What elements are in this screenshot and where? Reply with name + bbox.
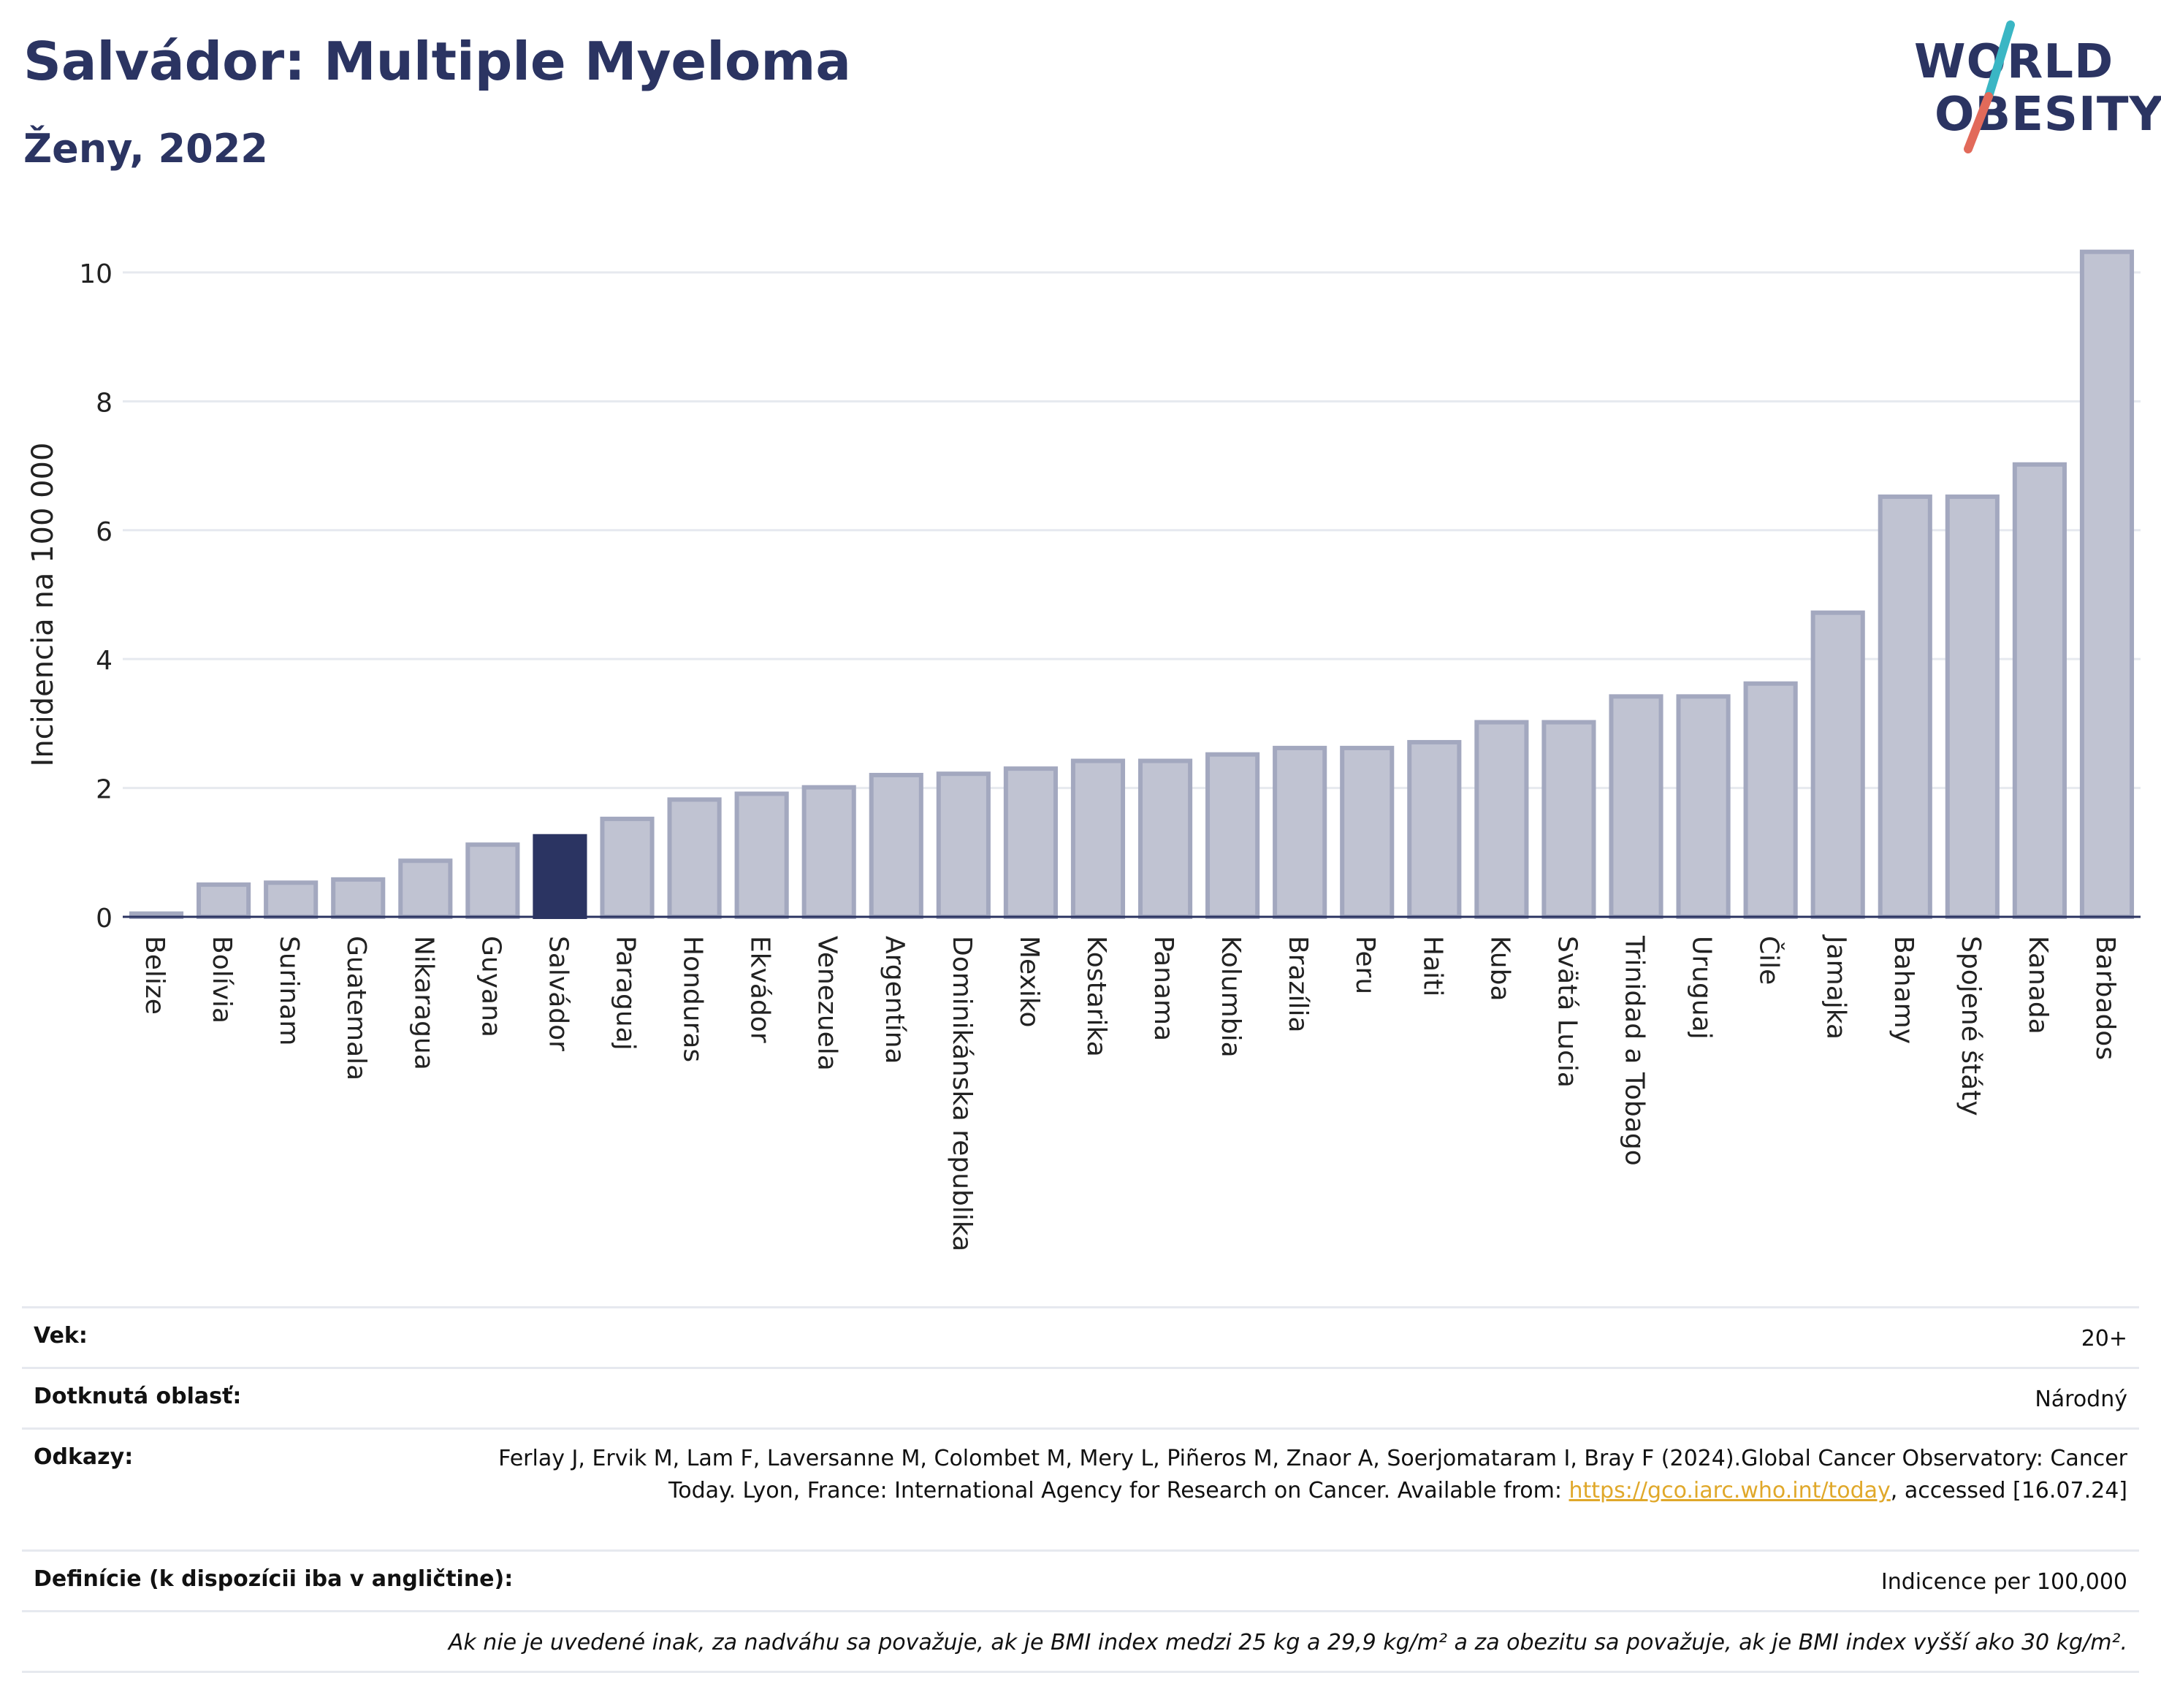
x-tick-label: Kolumbia xyxy=(1216,936,1246,1058)
logo-slash-icon xyxy=(1964,20,2015,153)
references-text-1: Ferlay J, Ervik M, Lam F, Laversanne M, … xyxy=(498,1446,2127,1503)
bar-barbados[interactable] xyxy=(2079,249,2135,919)
x-tick-label: Panama xyxy=(1148,936,1178,1041)
y-tick-label: 4 xyxy=(96,646,113,676)
x-tick-label: Paraguaj xyxy=(611,936,641,1051)
bmi-note: Ak nie je uvedené inak, za nadváhu sa po… xyxy=(448,1630,2127,1655)
x-tick-label: Venezuela xyxy=(812,936,842,1071)
bar-kolumbia[interactable] xyxy=(1205,752,1260,919)
bar-honduras[interactable] xyxy=(667,797,722,920)
info-row-area: Dotknutá oblasť: Národný xyxy=(22,1367,2139,1427)
bar-ekvádor[interactable] xyxy=(734,791,789,919)
bar-spojené-štáty[interactable] xyxy=(1945,494,2000,919)
bar-kostarika[interactable] xyxy=(1070,758,1126,919)
x-tick-label: Honduras xyxy=(678,936,708,1062)
bar-bolívia[interactable] xyxy=(197,882,251,920)
age-label: Vek: xyxy=(34,1323,88,1349)
info-table: Vek: 20+ Dotknutá oblasť: Národný Odkazy… xyxy=(22,1306,2139,1673)
x-tick-label: Argentína xyxy=(880,936,910,1064)
bar-čile[interactable] xyxy=(1743,681,1798,919)
x-tick-label: Brazília xyxy=(1283,936,1313,1033)
x-tick-label: Čile xyxy=(1754,936,1785,985)
x-tick-label: Salvádor xyxy=(543,936,573,1051)
definitions-value: Indicence per 100,000 xyxy=(1880,1569,2127,1595)
x-tick-label: Dominikánska republika xyxy=(947,936,977,1251)
bar-chart: 0 2 4 6 8 10 Belize Bolívia Surinam Guatemala Nika… xyxy=(26,249,2141,1251)
x-tick-label: Kanada xyxy=(2023,936,2053,1034)
y-tick-label: 2 xyxy=(96,775,113,805)
info-row-definitions: Definície (k dispozícii iba v angličtine… xyxy=(22,1549,2139,1610)
bar-svätá-lucia[interactable] xyxy=(1541,720,1596,919)
bar-panama[interactable] xyxy=(1137,758,1193,919)
world-obesity-logo: WORLD OBESITY xyxy=(1907,20,2161,159)
x-tick-label: Spojené štáty xyxy=(1956,936,1986,1116)
references-value: Ferlay J, Ervik M, Lam F, Laversanne M, … xyxy=(447,1443,2127,1507)
x-tick-label: Svätá Lucia xyxy=(1552,936,1582,1088)
x-tick-label: Mexiko xyxy=(1014,936,1044,1027)
x-tick-label: Haiti xyxy=(1417,936,1447,996)
axes: 0 2 4 6 8 10 Belize Bolívia Surinam Guatemala Nika… xyxy=(79,259,2141,1251)
area-value: Národný xyxy=(2035,1387,2127,1412)
bar-uruguaj[interactable] xyxy=(1676,694,1731,919)
bar-surinam[interactable] xyxy=(264,880,319,919)
info-row-age: Vek: 20+ xyxy=(22,1306,2139,1367)
x-tick-label: Kostarika xyxy=(1081,936,1111,1057)
y-tick-label: 6 xyxy=(96,517,113,547)
bar-salvádor[interactable] xyxy=(533,834,587,919)
logo-line-1: WORLD xyxy=(1914,35,2114,89)
bar-paraguaj[interactable] xyxy=(600,816,655,919)
x-tick-label: Belize xyxy=(140,936,169,1015)
x-tick-label: Kuba xyxy=(1485,936,1514,1002)
x-tick-label: Barbados xyxy=(2090,936,2120,1060)
references-link[interactable]: https://gco.iarc.who.int/today xyxy=(1569,1478,1891,1503)
y-axis-label: Incidencia na 100 000 xyxy=(26,443,60,767)
bar-trinidad-a-tobago[interactable] xyxy=(1609,694,1663,919)
bar-mexiko[interactable] xyxy=(1003,766,1058,919)
age-value: 20+ xyxy=(2081,1326,2127,1351)
x-tick-label: Ekvádor xyxy=(745,936,775,1043)
bar-venezuela[interactable] xyxy=(801,785,856,919)
grid-lines xyxy=(123,271,2141,790)
info-row-note: Ak nie je uvedené inak, za nadváhu sa po… xyxy=(22,1610,2139,1673)
bar-haiti[interactable] xyxy=(1407,739,1462,919)
bar-guatemala[interactable] xyxy=(331,877,386,919)
references-label: Odkazy: xyxy=(34,1444,134,1470)
bar-guyana[interactable] xyxy=(465,842,520,919)
bar-kuba[interactable] xyxy=(1474,720,1529,919)
bars xyxy=(129,249,2135,920)
x-tick-label: Bolívia xyxy=(207,936,237,1023)
definitions-label: Definície (k dispozícii iba v angličtine… xyxy=(34,1566,514,1592)
x-tick-label: Peru xyxy=(1350,936,1380,994)
x-tick-label: Guyana xyxy=(476,936,506,1037)
page-title: Salvádor: Multiple Myeloma xyxy=(23,31,851,92)
page-subtitle: Ženy, 2022 xyxy=(23,126,268,172)
bar-kanada[interactable] xyxy=(2012,462,2067,919)
x-tick-label: Guatemala xyxy=(341,936,371,1080)
x-tick-label: Bahamy xyxy=(1889,936,1918,1044)
x-tick-label: Jamajka xyxy=(1821,934,1851,1040)
bar-peru[interactable] xyxy=(1340,745,1395,920)
y-tick-label: 0 xyxy=(96,904,113,934)
x-tick-label: Surinam xyxy=(274,936,304,1045)
bar-nikaragua[interactable] xyxy=(398,858,453,920)
bar-dominikánska-republika[interactable] xyxy=(936,771,991,920)
x-tick-label: Nikaragua xyxy=(408,936,438,1070)
bar-argentína[interactable] xyxy=(869,772,923,920)
info-row-references: Odkazy: Ferlay J, Ervik M, Lam F, Lavers… xyxy=(22,1427,2139,1549)
references-text-2: , accessed [16.07.24] xyxy=(1890,1478,2127,1503)
bar-jamajka[interactable] xyxy=(1810,610,1865,920)
bar-brazília[interactable] xyxy=(1273,745,1327,920)
area-label: Dotknutá oblasť: xyxy=(34,1384,242,1409)
y-tick-label: 10 xyxy=(79,259,113,289)
x-tick-label: Trinidad a Tobago xyxy=(1620,935,1650,1166)
x-tick-label: Uruguaj xyxy=(1687,936,1717,1040)
y-tick-label: 8 xyxy=(96,388,113,418)
bar-bahamy[interactable] xyxy=(1878,494,1932,919)
